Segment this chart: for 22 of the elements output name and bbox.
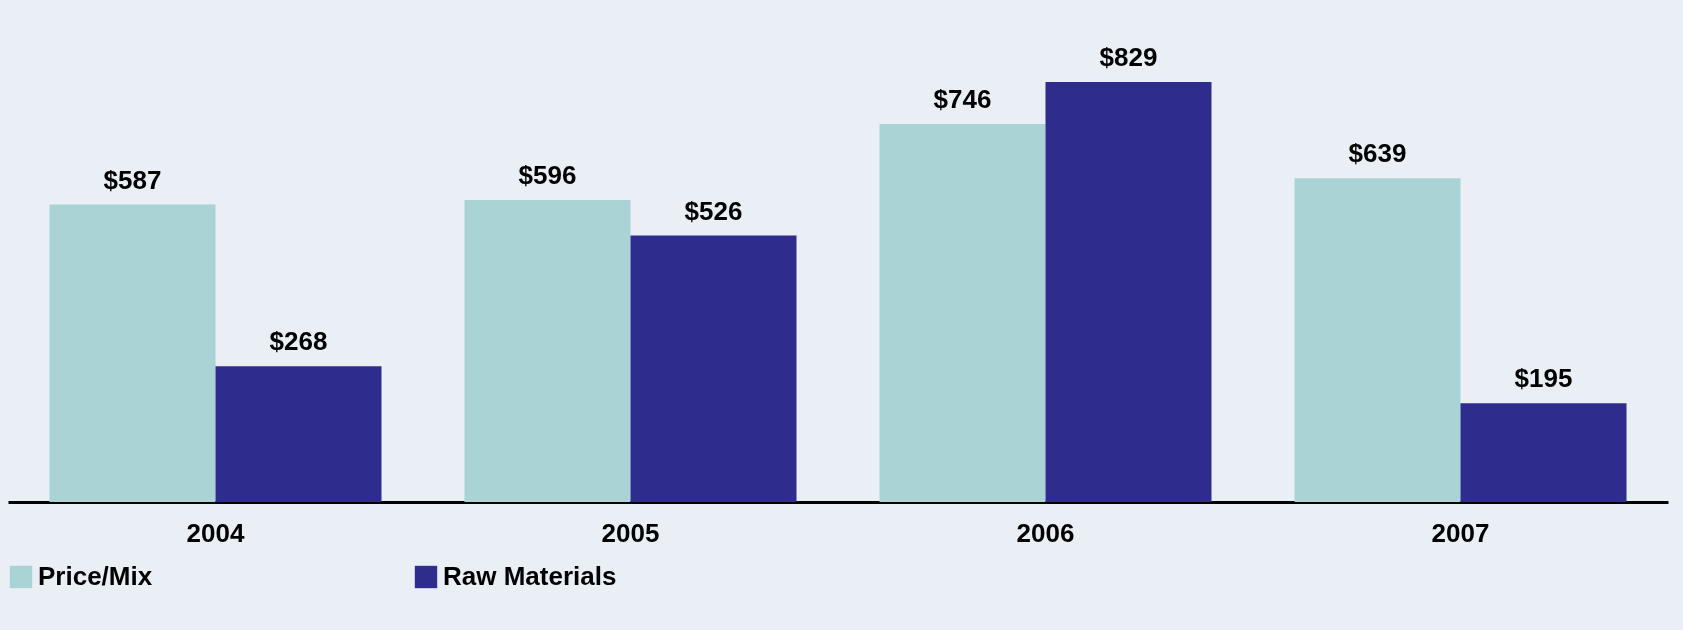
bar — [1294, 178, 1461, 502]
data-label: $587 — [103, 164, 162, 195]
x-tick-label: 2005 — [601, 517, 660, 548]
data-label: $829 — [1099, 42, 1158, 72]
bar — [464, 200, 631, 502]
data-label: $746 — [933, 84, 992, 115]
data-label: $639 — [1348, 138, 1407, 169]
data-label: $596 — [518, 160, 577, 191]
data-label: $268 — [269, 326, 328, 357]
bar — [1460, 403, 1627, 502]
data-label: $195 — [1514, 363, 1573, 394]
x-tick-label: 2004 — [186, 517, 245, 548]
bar — [879, 124, 1046, 502]
bar — [630, 235, 797, 502]
legend-label: Raw Materials — [443, 561, 617, 591]
x-tick-label: 2006 — [1016, 517, 1075, 548]
bar — [215, 366, 382, 502]
bar — [1045, 82, 1212, 502]
bar — [49, 204, 216, 502]
data-label: $526 — [684, 195, 743, 226]
legend-label: Price/Mix — [38, 561, 153, 591]
x-tick-label: 2007 — [1431, 517, 1490, 548]
